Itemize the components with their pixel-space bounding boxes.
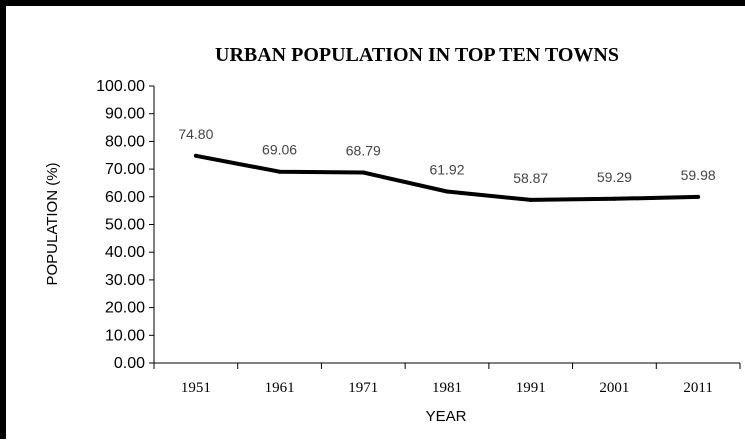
x-tick-label: 2001	[599, 380, 629, 396]
data-label: 59.98	[681, 167, 716, 183]
chart-title: URBAN POPULATION IN TOP TEN TOWNS	[215, 44, 619, 66]
y-tick-label: 60.00	[105, 189, 145, 206]
x-tick-label: 1991	[516, 380, 546, 396]
data-point	[277, 169, 282, 174]
data-point	[612, 196, 617, 201]
y-tick-label: 10.00	[105, 327, 145, 344]
x-tick-label: 1971	[348, 380, 378, 396]
y-tick-label: 20.00	[105, 300, 145, 317]
y-tick-label: 70.00	[105, 161, 145, 178]
y-tick-label: 90.00	[105, 106, 145, 123]
data-label: 74.80	[178, 126, 213, 142]
data-point	[445, 189, 449, 194]
data-label: 69.06	[262, 142, 297, 158]
y-tick-label: 0.00	[114, 355, 145, 372]
data-point	[528, 197, 533, 202]
x-tick-label: 1951	[181, 380, 211, 396]
x-axis-ticks: 1951 1961 1971 1981 1991 2001 2011	[153, 363, 741, 396]
data-label: 58.87	[513, 170, 548, 186]
data-label: 61.92	[429, 161, 464, 177]
x-axis-label: YEAR	[426, 408, 467, 425]
line-chart: URBAN POPULATION IN TOP TEN TOWNS POPULA…	[44, 44, 741, 425]
x-tick-label: 1961	[265, 380, 295, 396]
y-tick-label: 80.00	[105, 133, 145, 150]
data-labels: 74.80 69.06 68.79 61.92 58.87 59.29 59.98	[178, 126, 716, 186]
data-label: 59.29	[597, 169, 632, 185]
y-tick-label: 30.00	[105, 272, 145, 289]
x-tick-label: 2011	[683, 380, 712, 396]
x-tick-label: 1981	[432, 380, 462, 396]
y-tick-label: 100.00	[96, 78, 145, 95]
data-point	[361, 170, 366, 175]
data-point	[696, 194, 701, 199]
data-label: 68.79	[346, 142, 381, 158]
y-tick-label: 40.00	[105, 244, 145, 261]
y-tick-label: 50.00	[105, 217, 145, 234]
data-point	[193, 153, 198, 158]
series-line	[193, 153, 701, 202]
y-axis-ticks: 0.00 10.00 20.00 30.00 40.00 50.00 60.00 70.00 8…	[96, 78, 154, 372]
y-axis-label: POPULATION (%)	[44, 162, 61, 285]
axes	[153, 86, 740, 364]
